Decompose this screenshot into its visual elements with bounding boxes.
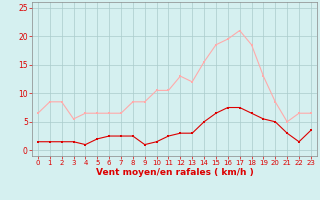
X-axis label: Vent moyen/en rafales ( km/h ): Vent moyen/en rafales ( km/h ) <box>96 168 253 177</box>
